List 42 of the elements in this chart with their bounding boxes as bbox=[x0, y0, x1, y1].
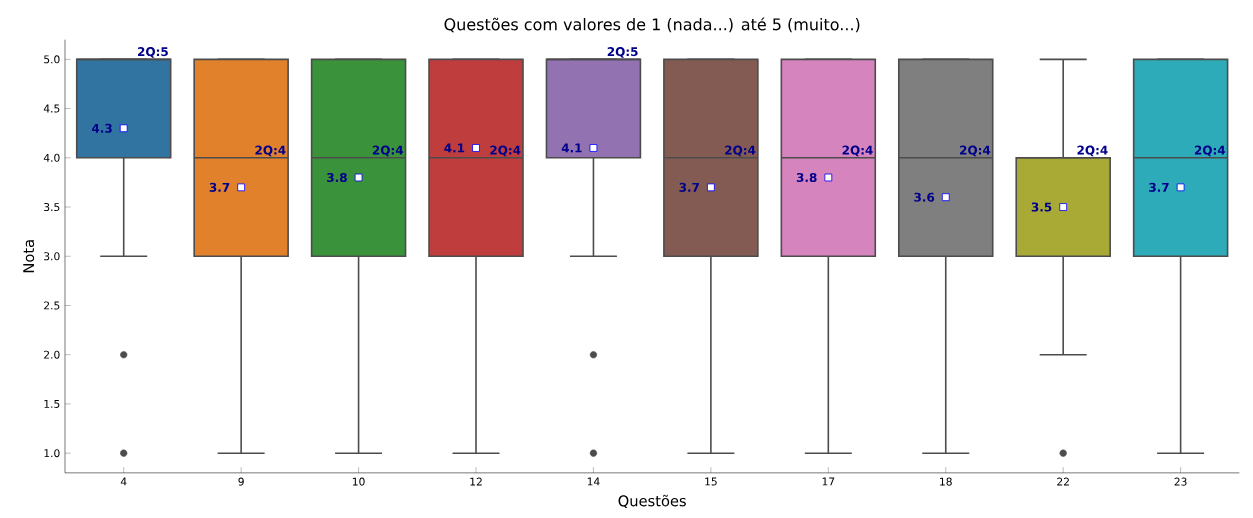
x-tick-label: 10 bbox=[352, 477, 365, 486]
annotation: 2Q:4 bbox=[1077, 145, 1108, 157]
x-tick-label: 9 bbox=[238, 477, 244, 486]
annotation: 3.7 bbox=[679, 182, 699, 192]
y-tick-label: 4.5 bbox=[43, 104, 60, 113]
annotation: 2Q:4 bbox=[960, 145, 991, 157]
annotation: 2Q:5 bbox=[607, 47, 638, 58]
y-tick-label: 4.0 bbox=[43, 153, 60, 162]
x-tick-label: 18 bbox=[940, 477, 952, 486]
annotation: 3.7 bbox=[1149, 182, 1169, 192]
annotation: 2Q:4 bbox=[725, 145, 756, 157]
y-tick-label: 3.0 bbox=[44, 252, 60, 261]
y-tick-label: 1.5 bbox=[44, 400, 60, 408]
annotation: 4.1 bbox=[561, 143, 582, 153]
y-tick-label: 5.0 bbox=[44, 55, 60, 64]
x-tick-label: 12 bbox=[470, 477, 482, 486]
annotation: 4.3 bbox=[92, 123, 112, 133]
annotation: 3.5 bbox=[1031, 202, 1052, 212]
y-tick-label: 3.5 bbox=[44, 203, 60, 212]
y-tick-label: 2.0 bbox=[44, 350, 60, 359]
annotation: 3.7 bbox=[209, 182, 230, 192]
y-tick-label: 2.5 bbox=[44, 301, 60, 310]
y-tick-label: 1.0 bbox=[44, 449, 60, 458]
x-tick-label: 17 bbox=[822, 477, 835, 486]
x-tick-label: 14 bbox=[587, 477, 600, 486]
x-tick-label: 23 bbox=[1174, 477, 1187, 486]
annotation: 3.8 bbox=[327, 173, 347, 183]
annotation: 2Q:4 bbox=[372, 145, 404, 157]
x-tick-label: 22 bbox=[1057, 477, 1069, 486]
x-tick-label: 15 bbox=[705, 477, 717, 486]
annotation: 2Q:4 bbox=[1194, 145, 1226, 157]
annotation: 4.1 bbox=[444, 143, 465, 153]
annotation: 2Q:4 bbox=[255, 145, 286, 157]
annotation: 2Q:5 bbox=[137, 47, 168, 58]
y-axis-title: Nota bbox=[23, 240, 35, 273]
x-tick-label: 4 bbox=[120, 477, 127, 486]
x-axis-title: Questões bbox=[618, 494, 686, 509]
annotation: 2Q:4 bbox=[842, 145, 873, 157]
annotation: 2Q:4 bbox=[490, 145, 521, 157]
annotation: 3.8 bbox=[796, 173, 817, 183]
chart-title: Questões com valores de 1 (nada...) até 5 (muito...) bbox=[444, 17, 860, 33]
annotation: 3.6 bbox=[914, 192, 935, 202]
